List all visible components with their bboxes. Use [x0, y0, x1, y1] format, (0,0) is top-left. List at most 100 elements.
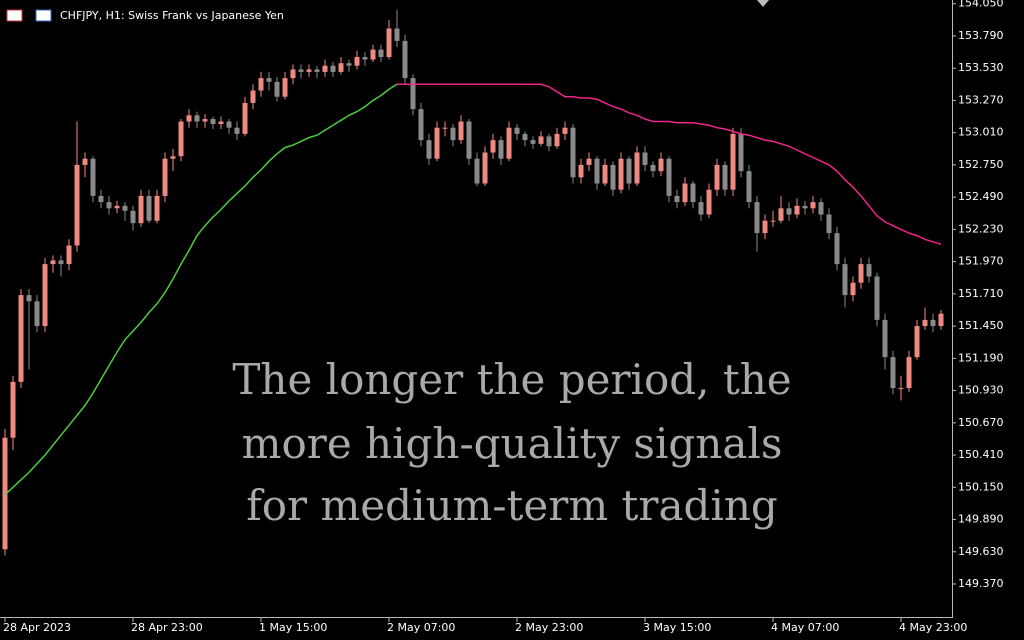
annotation: more high-quality signals — [242, 419, 783, 468]
candle-body — [882, 319, 888, 358]
candle-body — [714, 164, 720, 190]
candle-body — [290, 69, 296, 79]
candle-body — [490, 140, 496, 153]
x-tick-label: 2 May 23:00 — [515, 621, 583, 634]
candle-body — [914, 326, 920, 358]
candle-body — [130, 210, 136, 224]
candle-body — [770, 220, 776, 222]
candle-body — [762, 220, 768, 234]
candle-body — [706, 189, 712, 215]
candle-body — [18, 295, 24, 382]
y-tick-label: 149.890 — [958, 513, 1004, 526]
candle-body — [170, 156, 176, 159]
candle-body — [98, 195, 104, 203]
candle-body — [274, 81, 280, 97]
candle-body — [506, 127, 512, 159]
y-tick-label: 150.150 — [958, 480, 1004, 493]
candle-body — [250, 90, 256, 103]
candle-body — [42, 264, 48, 327]
candle-body — [642, 152, 648, 165]
candle-body — [338, 63, 344, 72]
candle-body — [626, 158, 632, 184]
candle-body — [10, 381, 16, 438]
candle-body — [594, 158, 600, 184]
candle-body — [938, 313, 944, 327]
y-tick-label: 149.630 — [958, 545, 1004, 558]
y-tick-label: 151.190 — [958, 351, 1004, 364]
candle-body — [458, 121, 464, 141]
scroll-marker — [757, 0, 769, 7]
y-tick-label: 152.750 — [958, 158, 1004, 171]
candle-body — [66, 245, 72, 265]
annotation: The longer the period, the — [232, 355, 791, 404]
candle-body — [74, 164, 80, 246]
candle-body — [146, 195, 152, 221]
candle-body — [34, 301, 40, 327]
candle-body — [330, 65, 336, 72]
candle-body — [906, 357, 912, 389]
y-tick-label: 151.450 — [958, 319, 1004, 332]
candle-body — [154, 195, 160, 221]
y-tick-label: 149.370 — [958, 577, 1004, 590]
candle-body — [826, 214, 832, 234]
candle-body — [186, 115, 192, 122]
candle-body — [746, 171, 752, 203]
candle-body — [90, 158, 96, 196]
candle-body — [818, 202, 824, 215]
candle-body — [834, 233, 840, 265]
candle-body — [538, 136, 544, 144]
candle-body — [578, 164, 584, 178]
candle-body — [242, 102, 248, 134]
candle-body — [410, 78, 416, 110]
candle-body — [402, 40, 408, 79]
candle-body — [514, 127, 520, 134]
y-tick-label: 150.930 — [958, 384, 1004, 397]
candle-body — [482, 152, 488, 184]
candle-body — [586, 158, 592, 165]
candle-body — [466, 121, 472, 159]
candle-body — [674, 195, 680, 203]
icon — [35, 9, 52, 22]
candle-body — [794, 205, 800, 215]
candle-body — [562, 127, 568, 134]
candle-body — [554, 133, 560, 147]
candle-body — [162, 158, 168, 196]
candle-body — [346, 63, 352, 66]
candle-body — [234, 127, 240, 134]
candle-body — [474, 158, 480, 184]
x-tick-label: 4 May 23:00 — [899, 621, 967, 634]
candle-body — [82, 158, 88, 165]
x-tick-label: 1 May 15:00 — [259, 621, 327, 634]
candle-body — [58, 260, 64, 265]
y-tick-label: 151.970 — [958, 255, 1004, 268]
candle-body — [50, 260, 56, 265]
candle-body — [850, 282, 856, 296]
candle-body — [370, 49, 376, 60]
candle-body — [202, 119, 208, 122]
candle-body — [698, 202, 704, 215]
candle-body — [890, 357, 896, 389]
candle-body — [114, 205, 120, 209]
candle-body — [682, 183, 688, 203]
candle-body — [610, 164, 616, 190]
indicator-line — [4, 83, 398, 496]
candle-body — [546, 136, 552, 147]
candle-body — [618, 158, 624, 190]
candle-body — [778, 208, 784, 221]
candle-body — [730, 133, 736, 190]
candle-body — [530, 140, 536, 144]
candle-body — [922, 319, 928, 327]
candle-body — [434, 127, 440, 159]
candle-body — [394, 28, 400, 41]
candle-body — [362, 57, 368, 60]
candle-body — [138, 195, 144, 224]
candle-body — [378, 49, 384, 58]
indicator-line — [397, 83, 942, 246]
y-tick-label: 152.230 — [958, 222, 1004, 235]
candle-body — [306, 69, 312, 72]
candle-body — [658, 158, 664, 172]
candle-body — [570, 127, 576, 178]
candle-body — [122, 205, 128, 211]
y-tick-label: 151.710 — [958, 287, 1004, 300]
